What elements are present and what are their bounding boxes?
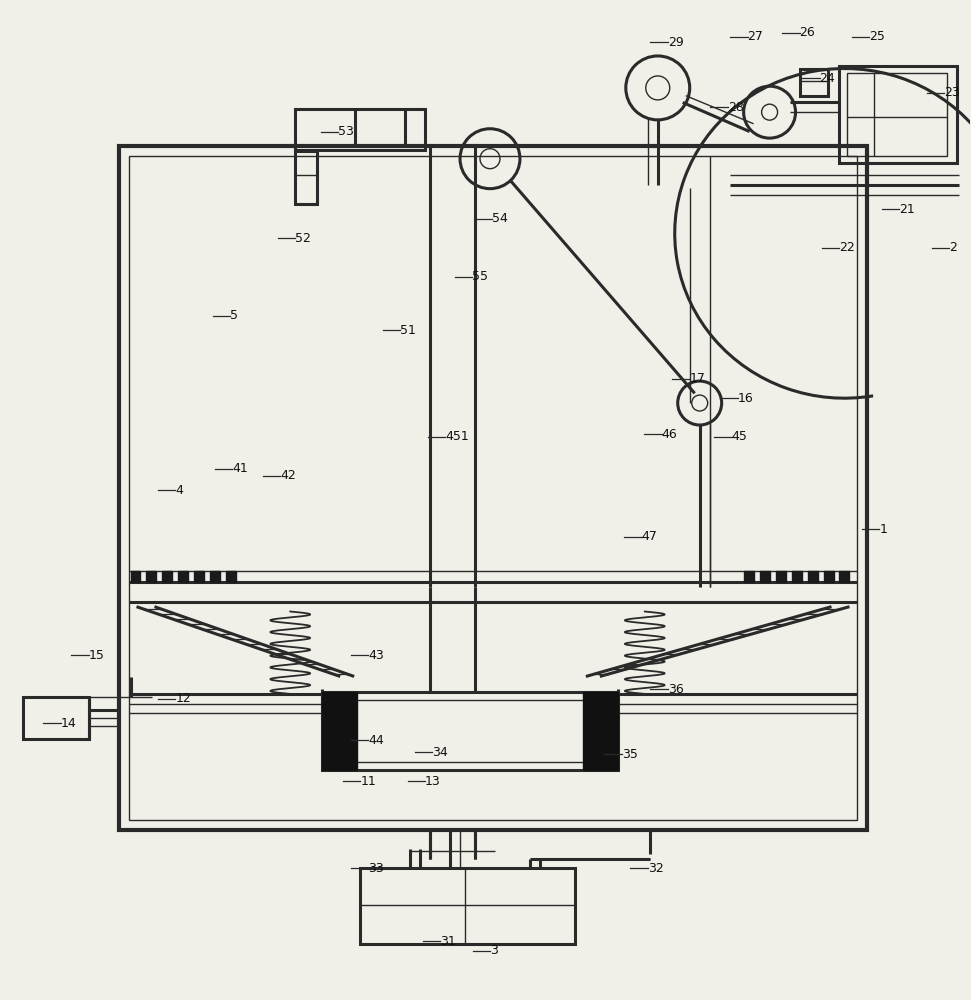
Text: 11: 11: [360, 775, 376, 788]
Polygon shape: [130, 571, 141, 582]
Bar: [799, 69, 827, 96]
Polygon shape: [226, 571, 236, 582]
Text: 2: 2: [950, 241, 957, 254]
Text: 44: 44: [368, 734, 384, 747]
Polygon shape: [147, 571, 156, 582]
Text: 32: 32: [648, 862, 663, 875]
Text: 35: 35: [621, 748, 638, 761]
Polygon shape: [322, 692, 357, 770]
Text: 53: 53: [338, 125, 354, 138]
Text: 21: 21: [899, 203, 915, 216]
Text: 12: 12: [176, 692, 191, 705]
Text: 43: 43: [368, 649, 384, 662]
Text: 25: 25: [869, 30, 886, 43]
Text: 5: 5: [230, 309, 238, 322]
Polygon shape: [583, 692, 618, 770]
Text: 52: 52: [295, 232, 311, 245]
Text: 34: 34: [432, 746, 448, 759]
Polygon shape: [162, 571, 173, 582]
Bar: [295, 151, 318, 204]
Text: 27: 27: [748, 30, 763, 43]
Text: 28: 28: [727, 101, 744, 114]
Text: 55: 55: [472, 270, 488, 283]
Text: 47: 47: [642, 530, 657, 543]
Text: 46: 46: [662, 428, 678, 441]
Polygon shape: [744, 571, 753, 582]
Text: 3: 3: [490, 944, 498, 957]
Text: 26: 26: [799, 26, 816, 39]
Bar: [22, 697, 88, 739]
Text: 451: 451: [445, 430, 469, 443]
Text: 13: 13: [425, 775, 441, 788]
Bar: [295, 109, 425, 150]
Polygon shape: [179, 571, 188, 582]
Text: 36: 36: [668, 683, 684, 696]
Text: 31: 31: [440, 935, 455, 948]
Text: 22: 22: [840, 241, 855, 254]
Bar: [330, 700, 610, 762]
Text: 4: 4: [176, 484, 184, 497]
Text: 54: 54: [492, 212, 508, 225]
Text: 33: 33: [368, 862, 384, 875]
Text: 51: 51: [400, 324, 416, 337]
Text: 42: 42: [281, 469, 296, 482]
Polygon shape: [759, 571, 770, 582]
Polygon shape: [808, 571, 818, 582]
Text: 16: 16: [738, 392, 753, 405]
Polygon shape: [194, 571, 205, 582]
Text: 17: 17: [689, 372, 706, 385]
Text: 23: 23: [945, 86, 960, 99]
Text: 45: 45: [731, 430, 748, 443]
Polygon shape: [776, 571, 786, 582]
Polygon shape: [840, 571, 850, 582]
Text: 24: 24: [820, 72, 835, 85]
Text: 15: 15: [88, 649, 105, 662]
Polygon shape: [823, 571, 833, 582]
Bar: [848, 73, 948, 156]
Text: 41: 41: [232, 462, 249, 475]
Text: 29: 29: [668, 36, 684, 49]
Text: 1: 1: [880, 523, 887, 536]
Bar: [322, 692, 618, 770]
Polygon shape: [791, 571, 801, 582]
Bar: [128, 156, 857, 820]
Text: 14: 14: [60, 717, 77, 730]
Bar: [840, 66, 957, 163]
Bar: [360, 868, 575, 944]
Polygon shape: [211, 571, 220, 582]
Bar: [118, 146, 867, 830]
